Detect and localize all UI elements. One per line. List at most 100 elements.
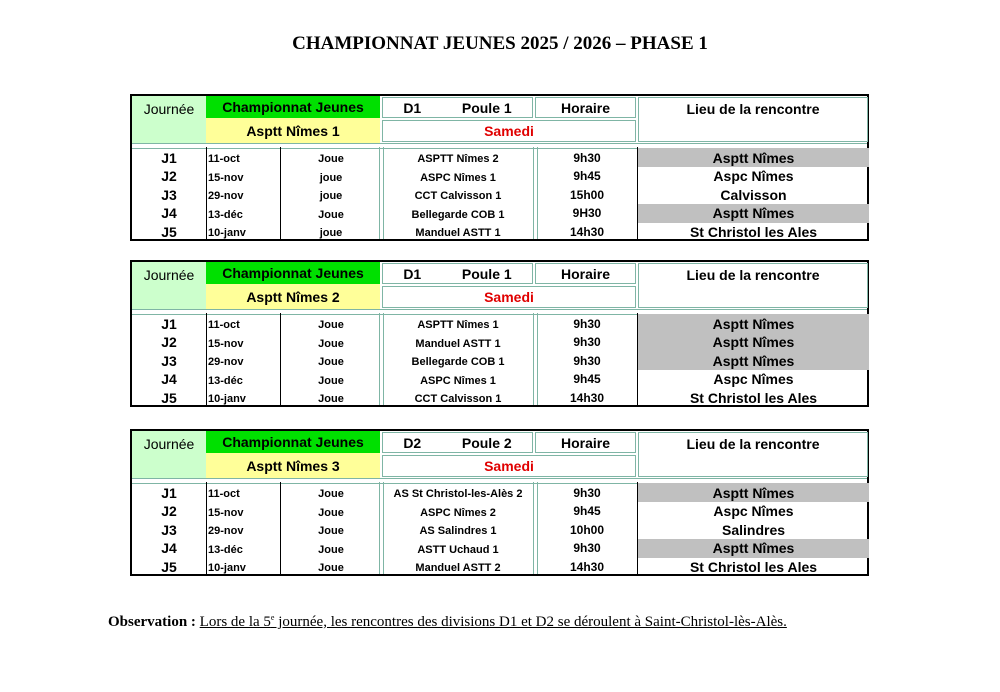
opponent-cell: ASPTT Nîmes 2 [417,153,499,165]
schedule-table: Journée Championnat Jeunes Asptt Nîmes 2… [130,260,869,407]
journee-cell: J4 [161,205,177,222]
status-cell: Joue [318,488,344,500]
lieu-header: Lieu de la rencontre [638,263,868,308]
opponent-cell: Manduel ASTT 1 [415,227,501,240]
table-row: J5 10-janv Joue Manduel ASTT 2 14h30 St … [132,557,867,576]
team-name: Asptt Nîmes 3 [206,453,380,478]
table-row: J1 11-oct Joue ASPTT Nîmes 2 9h30 Asptt … [132,148,869,167]
opponent-cell: ASPC Nîmes 1 [420,374,496,387]
date-cell: 10-janv [208,393,246,406]
journee-cell: J1 [161,149,177,166]
date-cell: 11-oct [208,319,240,331]
opponent-cell: ASPC Nîmes 1 [420,171,496,184]
journee-cell: J1 [161,484,177,501]
lieu-header: Lieu de la rencontre [638,97,868,142]
table-row: J3 29-nov Joue Bellegarde COB 1 9h30 Asp… [132,351,869,371]
place-cell: Salindres [721,521,786,538]
place-cell: Calvisson [720,186,787,203]
opponent-cell: Bellegarde COB 1 [411,208,505,221]
journee-cell: J3 [161,186,177,203]
status-cell: joue [319,171,343,184]
place-cell: Aspc Nîmes [713,168,794,185]
date-cell: 29-nov [208,525,244,538]
date-cell: 15-nov [208,506,244,519]
schedule-table: Journée Championnat Jeunes Asptt Nîmes 1… [130,94,869,241]
place-cell: St Christol les Ales [689,223,818,240]
schedule-table: Journée Championnat Jeunes Asptt Nîmes 3… [130,429,869,576]
place-cell: Asptt Nîmes [638,148,869,167]
opponent-cell: CCT Calvisson 1 [414,393,502,406]
status-cell: Joue [318,393,344,406]
status-cell: Joue [318,153,344,165]
status-cell: Joue [318,506,344,519]
table-row: J4 13-déc Joue Bellegarde COB 1 9H30 Asp… [132,203,869,223]
date-cell: 11-oct [208,153,240,165]
table-row: J1 11-oct Joue AS St Christol-les-Alès 2… [132,483,869,502]
table-row: J1 11-oct Joue ASPTT Nîmes 1 9h30 Asptt … [132,314,869,333]
table-row: J2 15-nov Joue Manduel ASTT 1 9h30 Asptt… [132,332,869,352]
time-cell: 9h30 [573,316,601,331]
journee-cell: J2 [161,168,177,185]
journee-cell: J4 [161,540,177,557]
table-row: J3 29-nov Joue AS Salindres 1 10h00 Sali… [132,520,867,539]
journee-cell: J5 [161,223,177,240]
date-cell: 13-déc [208,374,243,387]
jour: Samedi [382,120,636,142]
date-cell: 10-janv [208,562,246,575]
status-cell: Joue [318,543,344,556]
journee-cell: J5 [161,558,177,575]
place-cell: Asptt Nîmes [638,351,869,371]
time-cell: 9h30 [573,335,601,350]
journee-cell: J4 [161,371,177,388]
journee-cell: J3 [161,352,177,369]
date-cell: 10-janv [208,227,246,240]
division-poule: D1 Poule 1 [382,97,533,118]
horaire-header: Horaire [535,263,636,284]
place-cell: Asptt Nîmes [638,203,869,223]
table-row: J2 15-nov joue ASPC Nîmes 1 9h45 Aspc Nî… [132,167,867,186]
observation-label: Observation : [108,614,196,630]
division-poule: D1 Poule 1 [382,263,533,284]
place-cell: St Christol les Ales [689,558,818,575]
opponent-cell: ASPTT Nîmes 1 [417,319,499,331]
opponent-cell: CCT Calvisson 1 [414,190,502,203]
opponent-cell: ASPC Nîmes 2 [420,506,496,519]
journee-header: Journée [132,96,206,143]
time-cell: 14h30 [569,390,605,405]
journee-cell: J5 [161,389,177,406]
status-cell: Joue [318,337,344,350]
status-cell: Joue [318,356,344,369]
observation-text: Lors de la 5e journée, les rencontres de… [199,613,787,630]
table-row: J4 13-déc Joue ASTT Uchaud 1 9h30 Asptt … [132,538,869,558]
journee-cell: J2 [161,334,177,351]
opponent-cell: AS Salindres 1 [419,525,497,538]
table-row: J4 13-déc Joue ASPC Nîmes 1 9h45 Aspc Nî… [132,370,867,389]
date-cell: 13-déc [208,543,243,556]
table-row: J5 10-janv joue Manduel ASTT 1 14h30 St … [132,222,867,241]
date-cell: 15-nov [208,337,244,350]
table-row: J5 10-janv Joue CCT Calvisson 1 14h30 St… [132,388,867,407]
place-cell: Aspc Nîmes [713,371,794,388]
lieu-header: Lieu de la rencontre [638,432,868,477]
opponent-cell: AS St Christol-les-Alès 2 [393,488,523,500]
journee-header: Journée [132,262,206,309]
time-cell: 9h45 [573,372,601,387]
journee-cell: J3 [161,521,177,538]
place-cell: Aspc Nîmes [713,503,794,520]
status-cell: joue [319,190,343,203]
time-cell: 14h30 [569,559,605,574]
status-cell: Joue [318,208,344,221]
time-cell: 9H30 [572,206,602,221]
jour: Samedi [382,286,636,308]
place-cell: Asptt Nîmes [638,538,869,558]
table-row: J3 29-nov joue CCT Calvisson 1 15h00 Cal… [132,185,867,204]
journee-cell: J1 [161,315,177,332]
status-cell: Joue [318,374,344,387]
page-title: CHAMPIONNAT JEUNES 2025 / 2026 – PHASE 1 [292,33,708,54]
opponent-cell: Manduel ASTT 1 [415,337,501,350]
date-cell: 29-nov [208,356,244,369]
championnat-header: Championnat Jeunes [206,431,380,453]
time-cell: 10h00 [569,522,605,537]
date-cell: 15-nov [208,171,244,184]
horaire-header: Horaire [535,97,636,118]
